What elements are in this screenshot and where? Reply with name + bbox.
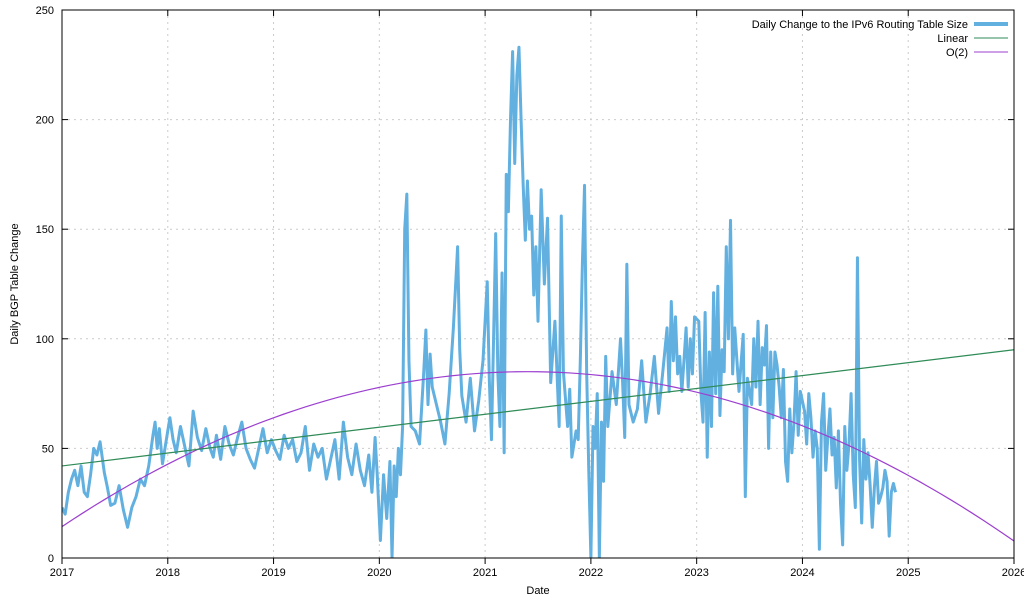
ytick-label: 200 bbox=[36, 115, 54, 127]
xtick-label: 2022 bbox=[579, 567, 603, 579]
xtick-label: 2021 bbox=[473, 567, 497, 579]
xtick-label: 2017 bbox=[50, 567, 74, 579]
bgp-chart: 2017 2018 2019 2020 2021 2022 2023 2024 2025 2026… bbox=[0, 0, 1024, 608]
ytick-label: 50 bbox=[42, 443, 54, 455]
xtick-label: 2019 bbox=[261, 567, 285, 579]
legend-label: O(2) bbox=[946, 47, 968, 59]
legend-label: Daily Change to the IPv6 Routing Table S… bbox=[752, 19, 968, 31]
xtick-label: 2024 bbox=[790, 567, 814, 579]
xtick-label: 2025 bbox=[896, 567, 920, 579]
legend-label: Linear bbox=[937, 33, 968, 45]
xtick-label: 2020 bbox=[367, 567, 391, 579]
xtick-label: 2018 bbox=[156, 567, 180, 579]
ytick-label: 150 bbox=[36, 224, 54, 236]
chart-container: 2017 2018 2019 2020 2021 2022 2023 2024 2025 2026… bbox=[0, 0, 1024, 608]
y-axis-label: Daily BGP Table Change bbox=[9, 223, 21, 344]
x-axis-label: Date bbox=[526, 585, 549, 597]
xtick-label: 2026 bbox=[1002, 567, 1024, 579]
ytick-label: 250 bbox=[36, 5, 54, 17]
ytick-label: 0 bbox=[48, 553, 54, 565]
ytick-label: 100 bbox=[36, 334, 54, 346]
xtick-label: 2023 bbox=[684, 567, 708, 579]
